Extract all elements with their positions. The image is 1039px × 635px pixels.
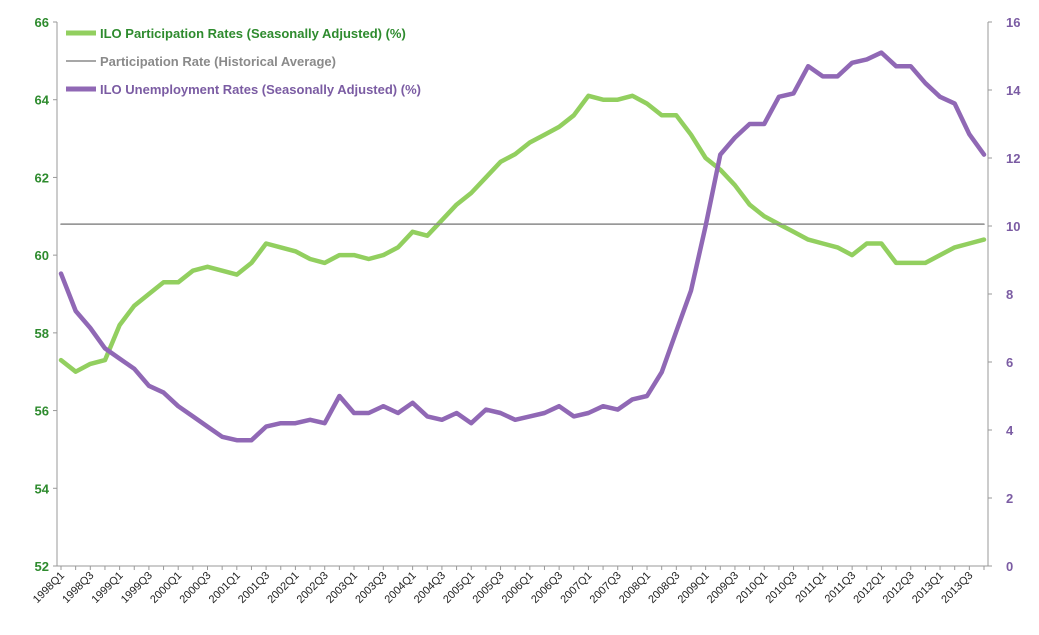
- legend-label: Participation Rate (Historical Average): [100, 54, 336, 69]
- x-tick-label: 2009Q1: [676, 570, 712, 606]
- right-tick-label: 4: [1006, 423, 1014, 438]
- legend-label: ILO Participation Rates (Seasonally Adju…: [100, 26, 406, 41]
- x-tick-label: 2001Q1: [207, 570, 243, 606]
- x-tick-label: 1998Q1: [31, 570, 67, 606]
- x-tick-label: 1999Q1: [90, 570, 126, 606]
- left-tick-label: 52: [35, 559, 49, 574]
- right-tick-label: 16: [1006, 15, 1020, 30]
- x-tick-label: 2011Q1: [793, 570, 829, 606]
- x-tick-label: 2006Q3: [529, 570, 565, 606]
- left-tick-label: 58: [35, 326, 49, 341]
- x-tick-label: 2000Q3: [177, 570, 213, 606]
- x-tick-label: 1999Q3: [119, 570, 155, 606]
- x-tick-label: 2008Q1: [617, 570, 653, 606]
- x-tick-label: 2007Q1: [558, 570, 594, 606]
- right-tick-label: 8: [1006, 287, 1013, 302]
- x-tick-label: 2009Q3: [705, 570, 741, 606]
- x-tick-label: 2003Q1: [324, 570, 360, 606]
- series-line-participation: [58, 93, 987, 374]
- x-tick-label: 2004Q3: [412, 570, 448, 606]
- right-tick-label: 0: [1006, 559, 1013, 574]
- x-tick-label: 2002Q1: [265, 570, 301, 606]
- right-tick-label: 6: [1006, 355, 1013, 370]
- x-tick-label: 2003Q3: [353, 570, 389, 606]
- left-tick-label: 54: [35, 481, 50, 496]
- left-tick-label: 66: [35, 15, 49, 30]
- x-tick-label: 2012Q3: [881, 570, 917, 606]
- x-tick-label: 1998Q3: [60, 570, 96, 606]
- x-tick-label: 2002Q3: [295, 570, 331, 606]
- series-line-unemployment: [58, 50, 987, 443]
- right-tick-label: 10: [1006, 219, 1020, 234]
- x-tick-label: 2010Q1: [734, 570, 770, 606]
- left-tick-label: 56: [35, 404, 49, 419]
- x-tick-label: 2010Q3: [763, 570, 799, 606]
- x-tick-label: 2012Q1: [851, 570, 887, 606]
- left-tick-label: 64: [35, 93, 50, 108]
- x-tick-label: 2013Q3: [939, 570, 975, 606]
- x-tick-label: 2005Q1: [441, 570, 477, 606]
- legend-label: ILO Unemployment Rates (Seasonally Adjus…: [100, 82, 421, 97]
- x-tick-label: 2004Q1: [383, 570, 419, 606]
- x-tick-label: 2008Q3: [646, 570, 682, 606]
- x-tick-label: 2005Q3: [470, 570, 506, 606]
- right-tick-label: 2: [1006, 491, 1013, 506]
- left-tick-label: 62: [35, 170, 49, 185]
- x-tick-label: 2013Q1: [910, 570, 946, 606]
- x-tick-label: 2001Q3: [236, 570, 272, 606]
- x-tick-label: 2000Q1: [148, 570, 184, 606]
- right-tick-label: 14: [1006, 83, 1021, 98]
- x-tick-label: 2007Q3: [588, 570, 624, 606]
- left-tick-label: 60: [35, 248, 49, 263]
- x-tick-label: 2006Q1: [500, 570, 536, 606]
- right-tick-label: 12: [1006, 151, 1020, 166]
